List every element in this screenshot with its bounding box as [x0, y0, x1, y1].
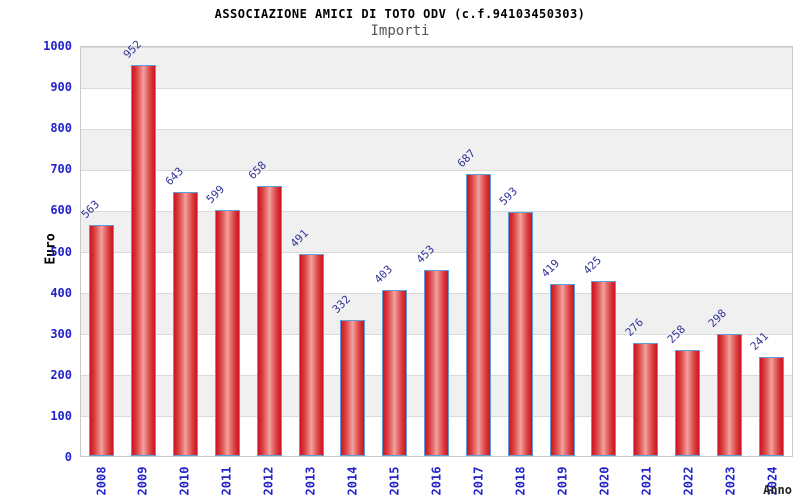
bar-value-label: 425 [580, 253, 604, 277]
x-tick-2016: 2016 [429, 466, 444, 496]
bar-2010 [173, 192, 199, 456]
bar-value-label: 298 [706, 306, 730, 330]
x-tick-2012: 2012 [261, 466, 276, 496]
bar-2021 [633, 343, 659, 456]
bar-2023 [716, 334, 742, 456]
bar-slot-2013: 491 [287, 47, 332, 456]
bar-value-label: 599 [204, 182, 228, 206]
bar-value-label: 241 [747, 329, 772, 353]
bar-value-label: 952 [120, 37, 144, 61]
y-tick-label: 100 [50, 408, 72, 423]
bar-2014 [340, 320, 366, 456]
y-tick-label: 400 [50, 285, 72, 300]
bar-2016 [424, 270, 450, 456]
bar-slot-2008: 563 [78, 47, 123, 456]
bar-slot-2018: 593 [496, 47, 541, 456]
x-tick-2021: 2021 [639, 466, 654, 496]
bar-value-label: 258 [664, 322, 688, 346]
bar-value-label: 687 [455, 146, 479, 170]
bar-slot-2014: 332 [329, 47, 374, 456]
bar-slot-2019: 419 [538, 47, 583, 456]
y-tick-label: 600 [50, 203, 72, 218]
x-tick-2013: 2013 [303, 466, 318, 496]
bar-slot-2022: 258 [664, 47, 709, 456]
x-tick-2009: 2009 [135, 466, 150, 496]
bar-2013 [298, 254, 324, 456]
x-tick-2010: 2010 [177, 466, 192, 496]
bar-slot-2015: 403 [371, 47, 416, 456]
y-tick-label: 500 [50, 244, 72, 259]
bar-slot-2017: 687 [455, 47, 499, 456]
bar-value-label: 403 [371, 262, 395, 286]
y-tick-label: 900 [50, 80, 72, 95]
bar-2018 [507, 212, 533, 456]
bar-value-label: 453 [413, 242, 437, 266]
bar-value-label: 332 [329, 292, 353, 316]
bar-slot-2012: 658 [246, 47, 290, 456]
bar-2012 [256, 186, 282, 456]
bar-value-label: 419 [538, 256, 563, 280]
bar-2022 [675, 350, 700, 456]
x-tick-2019: 2019 [555, 466, 570, 496]
bar-value-label: 593 [496, 184, 521, 208]
bar-value-label: 643 [162, 164, 186, 188]
bar-value-label: 276 [622, 315, 646, 339]
x-tick-2022: 2022 [681, 466, 696, 496]
bar-slot-2023: 298 [706, 47, 750, 456]
y-tick-label: 200 [50, 367, 72, 382]
plot-area: 563 952 643 599 658 491 332 403 453 687 593 419 425 2… [78, 38, 793, 457]
y-tick-label: 800 [50, 121, 72, 136]
y-tick-label: 0 [64, 450, 72, 464]
bar-slot-2024: 241 [747, 47, 792, 456]
bar-2024 [758, 357, 784, 456]
x-tick-2020: 2020 [597, 466, 612, 496]
bar-2017 [465, 174, 491, 456]
x-tick-2017: 2017 [471, 466, 486, 496]
bar-2009 [131, 65, 157, 456]
bar-slot-2021: 276 [622, 47, 667, 456]
bar-2011 [214, 210, 240, 456]
x-tick-2008: 2008 [93, 466, 108, 496]
x-tick-2023: 2023 [723, 466, 738, 496]
bar-slot-2011: 599 [204, 47, 248, 456]
chart-title: ASSOCIAZIONE AMICI DI TOTO ODV (c.f.9410… [214, 7, 586, 21]
bar-value-label: 491 [287, 226, 312, 250]
x-tick-2014: 2014 [345, 466, 360, 496]
bar-2020 [591, 281, 617, 456]
chart-subtitle: Importi [370, 23, 430, 39]
bar-2008 [89, 225, 115, 456]
x-axis-title: Anno [763, 483, 792, 497]
x-tick-2015: 2015 [387, 466, 402, 496]
bar-value-label: 563 [78, 197, 102, 221]
bar-slot-2016: 453 [413, 47, 458, 456]
bar-2015 [382, 290, 408, 456]
y-tick-label: 1000 [43, 39, 72, 53]
bar-slot-2009: 952 [121, 38, 165, 456]
bar-value-label: 658 [246, 158, 270, 182]
x-tick-2018: 2018 [513, 466, 528, 496]
bar-slot-2020: 425 [580, 47, 625, 456]
y-tick-label: 300 [50, 326, 72, 341]
bar-2019 [549, 284, 575, 456]
x-tick-2011: 2011 [219, 466, 234, 496]
bar-slot-2010: 643 [162, 47, 207, 456]
x-axis-labels: 2008 2009 2010 2011 2012 2013 2014 2015 2016 2017… [80, 461, 793, 500]
y-tick-label: 700 [50, 162, 72, 177]
